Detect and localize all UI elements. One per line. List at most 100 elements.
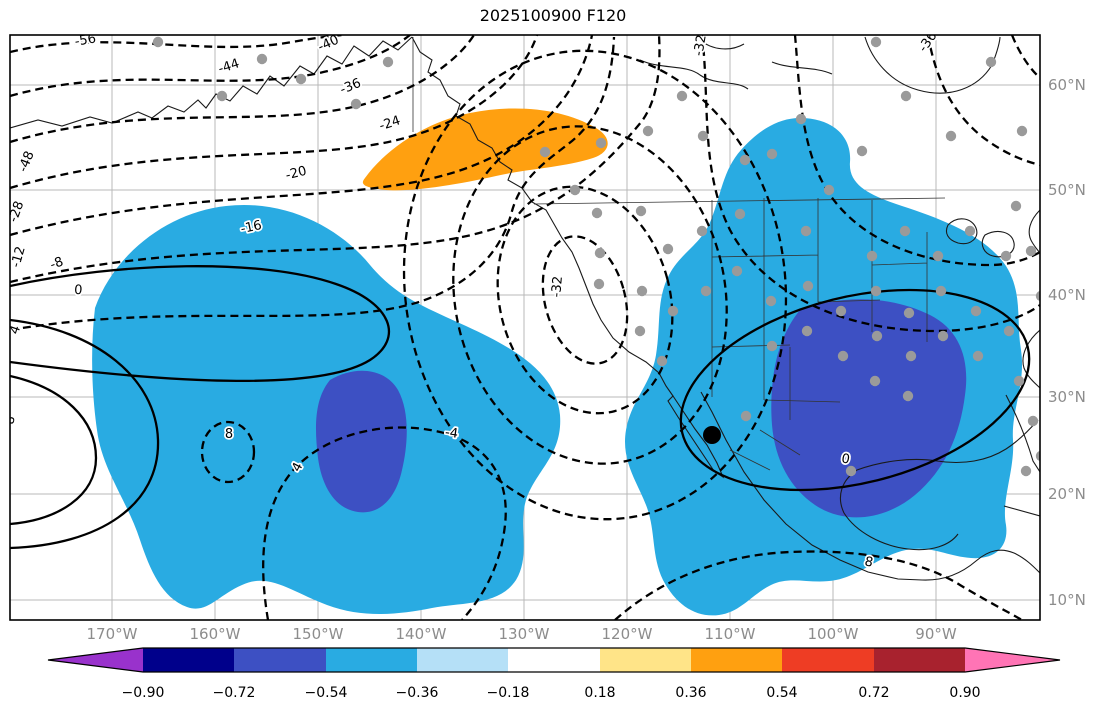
station-dot xyxy=(899,225,911,237)
lat-tick-label: 30°N xyxy=(1048,388,1086,406)
station-dot xyxy=(569,184,581,196)
contour-line xyxy=(10,36,616,332)
west-coast xyxy=(411,36,674,397)
station-dot xyxy=(667,305,679,317)
lat-tick-label: 60°N xyxy=(1048,76,1086,94)
contour-label: -16 xyxy=(239,218,263,237)
station-dot xyxy=(295,73,307,85)
contour-line xyxy=(10,35,411,98)
station-dot xyxy=(634,325,646,337)
contour-line xyxy=(10,35,475,144)
colorbar-segment xyxy=(143,648,234,672)
colorbar-tick-label: −0.72 xyxy=(213,685,256,701)
dashed-contours xyxy=(10,35,1040,620)
texas-negative-core xyxy=(771,299,967,518)
lon-tick-label: 150°W xyxy=(293,625,344,643)
station-dot xyxy=(1035,290,1040,302)
station-dot xyxy=(642,125,654,137)
contour-line xyxy=(793,35,1040,267)
station-dot xyxy=(676,90,688,102)
page-title: 2025100900 F120 xyxy=(480,6,627,25)
contour-label: -20 xyxy=(284,164,308,184)
contour-line xyxy=(496,185,674,415)
station-dot xyxy=(802,280,814,292)
contour-line xyxy=(926,35,1040,167)
station-dot xyxy=(152,36,164,48)
colorbar-tick-label: −0.18 xyxy=(487,685,530,701)
contour-labels: -56-48-44-40-36-32 -36-28-24-20-16-12 -8-3… xyxy=(10,35,942,573)
colorbar-tick-label: 0.18 xyxy=(584,685,615,701)
central-america-coast xyxy=(921,549,1040,581)
station-dot xyxy=(350,98,362,110)
lat-tick-label: 50°N xyxy=(1048,181,1086,199)
lat-tick-label: 40°N xyxy=(1048,286,1086,304)
station-dot xyxy=(656,355,668,367)
station-dot xyxy=(970,305,982,317)
station-dot xyxy=(739,154,751,166)
storm-marker xyxy=(703,426,721,444)
pacific-negative-core xyxy=(315,370,407,513)
station-dot xyxy=(696,225,708,237)
station-dot xyxy=(905,350,917,362)
station-dot xyxy=(539,146,551,158)
gulf-coast-south xyxy=(839,469,959,551)
lon-tick-label: 130°W xyxy=(499,625,550,643)
station-dot xyxy=(662,243,674,255)
station-dot xyxy=(945,130,957,142)
colorbar-segment xyxy=(417,648,508,672)
station-dot xyxy=(1025,245,1037,257)
station-dot xyxy=(697,130,709,142)
colorbar-segment xyxy=(874,648,965,672)
latitude-axis: 60°N 50°N 40°N 30°N 20°N 10°N xyxy=(1048,76,1086,609)
station-dot xyxy=(382,56,394,68)
lon-tick-label: 90°W xyxy=(915,625,957,643)
political-borders xyxy=(412,37,946,471)
station-dot xyxy=(765,295,777,307)
contour-line xyxy=(1010,35,1040,79)
mexico-west-coast xyxy=(700,391,923,581)
colorbar-tick-label: 0.54 xyxy=(766,685,797,701)
station-dot xyxy=(837,350,849,362)
station-dot xyxy=(1020,465,1032,477)
station-dot xyxy=(591,207,603,219)
lon-tick-label: 140°W xyxy=(396,625,447,643)
contour-label: 8 xyxy=(225,427,233,442)
contour-line xyxy=(10,374,98,526)
station-dot xyxy=(800,225,812,237)
longitude-axis: 170°W 160°W 150°W 140°W 130°W 120°W 110°… xyxy=(87,625,957,643)
station-dot xyxy=(932,250,944,262)
station-dot xyxy=(935,285,947,297)
contour-line xyxy=(541,235,629,365)
contour-line xyxy=(10,35,343,54)
contour-line xyxy=(679,288,1031,492)
colorbar-tick-labels: −0.90 −0.72 −0.54 −0.36 −0.18 0.18 0.36 … xyxy=(122,685,981,701)
gulf-coast-north xyxy=(856,419,1039,471)
contour-line xyxy=(402,49,788,521)
colorbar-under-arrow xyxy=(48,648,143,672)
lat-tick-label: 10°N xyxy=(1048,591,1086,609)
station-dot xyxy=(1027,415,1039,427)
atlantic-coast xyxy=(1022,209,1040,389)
colorbar-tick-label: 0.90 xyxy=(949,685,980,701)
lon-tick-label: 120°W xyxy=(602,625,653,643)
station-dot xyxy=(636,285,648,297)
colorbar-tick-label: 0.72 xyxy=(858,685,889,701)
contour-label: 0 xyxy=(74,283,83,299)
station-dot xyxy=(795,113,807,125)
station-dot xyxy=(866,250,878,262)
station-dot xyxy=(256,53,268,65)
colorbar-segment xyxy=(234,648,326,672)
contour-line xyxy=(10,318,160,550)
station-dot xyxy=(1000,250,1012,262)
lon-tick-label: 110°W xyxy=(705,625,756,643)
contour-label: -32 xyxy=(549,275,566,297)
lon-tick-label: 100°W xyxy=(808,625,859,643)
contour-line xyxy=(10,35,539,190)
lon-tick-label: 170°W xyxy=(87,625,138,643)
contour-line xyxy=(200,420,256,484)
station-dot xyxy=(823,184,835,196)
contour-line xyxy=(614,550,1023,620)
station-dot xyxy=(972,350,984,362)
station-dot xyxy=(964,225,976,237)
